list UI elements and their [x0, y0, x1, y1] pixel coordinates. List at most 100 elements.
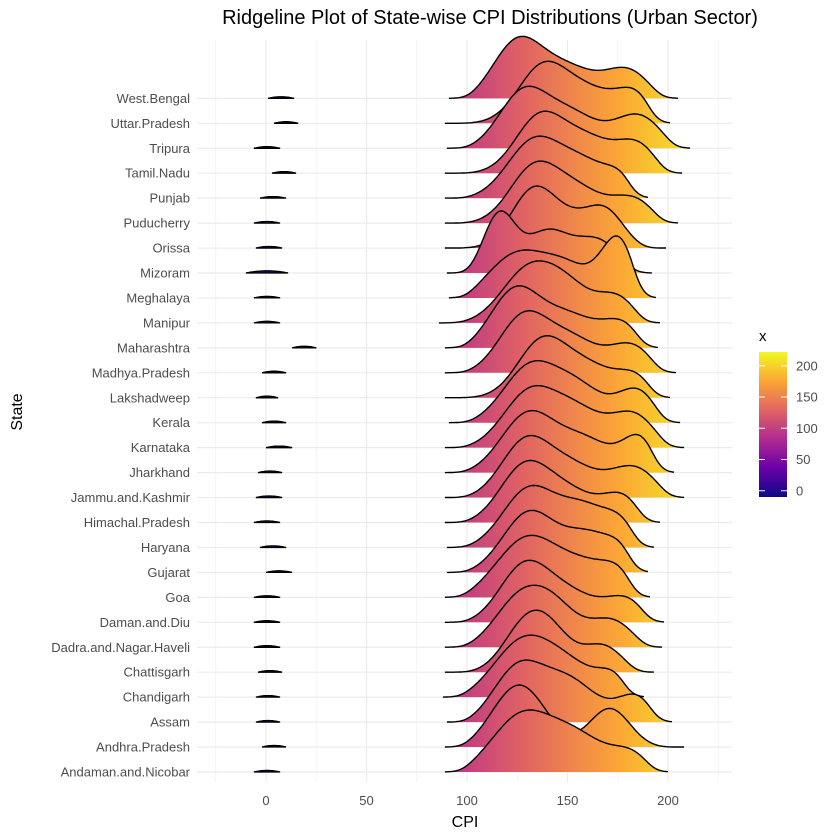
- ridge-Tamil.Nadu: [271, 110, 683, 174]
- y-tick-label: Puducherry: [124, 216, 191, 231]
- y-tick-label: Andaman.and.Nicobar: [61, 765, 191, 780]
- y-tick-label: Kerala: [152, 415, 190, 430]
- legend-colorbar: [759, 352, 787, 497]
- y-tick-label: Maharashtra: [117, 340, 191, 355]
- chart-title: Ridgeline Plot of State-wise CPI Distrib…: [222, 7, 758, 29]
- outlier-outline: [255, 694, 281, 698]
- ridge-outline: [444, 135, 649, 199]
- ridge-fill: [444, 535, 650, 598]
- ridge-fill: [444, 161, 678, 224]
- y-tick-label: Dadra.and.Nagar.Haveli: [51, 640, 190, 655]
- ridge-Andaman.and.Nicobar: [253, 709, 669, 773]
- legend-tick-label: 50: [796, 452, 810, 467]
- outlier-outline: [245, 270, 289, 274]
- outlier-outline: [257, 470, 283, 474]
- y-tick-label: Mizoram: [140, 266, 190, 281]
- ridge-Daman.and.Diu: [253, 559, 665, 623]
- ridge-outline: [438, 260, 660, 324]
- y-axis-tick-labels: Andaman.and.Nicobar Andhra.Pradesh Assam Ch…: [51, 91, 191, 780]
- outlier-outline: [259, 195, 287, 199]
- y-tick-label: Himachal.Pradesh: [84, 515, 190, 530]
- ridge-outline: [444, 335, 671, 399]
- y-tick-label: Assam: [150, 715, 190, 730]
- outlier-outline: [253, 220, 281, 224]
- y-tick-label: Goa: [165, 590, 190, 605]
- y-tick-label: Chattisgarh: [124, 665, 190, 680]
- ridge-outline: [444, 559, 665, 623]
- x-tick-label: 150: [557, 793, 579, 808]
- y-tick-label: Andhra.Pradesh: [96, 740, 190, 755]
- ridge-Haryana: [259, 484, 654, 549]
- y-tick-label: Jharkhand: [129, 465, 190, 480]
- outlier-outline: [291, 345, 317, 349]
- ridge-Maharashtra: [291, 285, 658, 349]
- ridge-outline: [448, 35, 678, 99]
- ridge-fill: [444, 410, 674, 473]
- ridge-outline: [448, 360, 681, 424]
- outlier-outline: [259, 545, 287, 549]
- ridge-outline: [446, 484, 654, 549]
- ridge-Jharkhand: [257, 409, 675, 474]
- ridge-outline: [444, 110, 683, 174]
- y-tick-label: Chandigarh: [123, 690, 190, 705]
- outlier-outline: [261, 744, 287, 748]
- outlier-outline: [271, 170, 297, 174]
- color-legend: x 0 50 100 150 200: [759, 328, 818, 498]
- outlier-outline: [253, 620, 281, 623]
- x-axis-tick-labels: 0 50 100 150 200: [262, 793, 678, 808]
- y-tick-label: Tamil.Nadu: [125, 166, 190, 181]
- y-tick-label: Haryana: [141, 540, 191, 555]
- y-tick-label: Lakshadweep: [110, 390, 190, 405]
- y-tick-label: Uttar.Pradesh: [111, 116, 191, 131]
- legend-tick-label: 0: [796, 483, 803, 498]
- ridge-fill: [444, 111, 683, 174]
- x-tick-label: 200: [657, 793, 679, 808]
- ridge-Uttar.Pradesh: [273, 60, 671, 124]
- ridge-fill: [448, 360, 681, 423]
- outlier-outline: [273, 121, 299, 124]
- y-tick-label: Madhya.Pradesh: [92, 365, 190, 380]
- outlier-outline: [253, 644, 281, 648]
- ridge-outline: [448, 235, 657, 299]
- outlier-outline: [253, 146, 281, 149]
- ridge-outline: [446, 659, 673, 723]
- ridge-Puducherry: [253, 160, 679, 224]
- ridge-outline: [444, 160, 679, 224]
- outlier-outline: [261, 370, 287, 374]
- outlier-outline: [253, 595, 281, 599]
- y-tick-label: Orissa: [152, 241, 190, 256]
- ridge-outline: [444, 709, 669, 773]
- y-tick-label: Daman.and.Diu: [100, 615, 190, 630]
- ridge-Dadra.and.Nagar.Haveli: [253, 584, 662, 648]
- y-tick-label: Karnataka: [131, 440, 191, 455]
- y-tick-label: Gujarat: [147, 565, 190, 580]
- outlier-outline: [255, 719, 281, 723]
- ridge-fill: [446, 485, 654, 548]
- ridge-outline: [444, 584, 662, 648]
- outlier-outline: [253, 320, 281, 324]
- ridge-outline: [446, 85, 691, 149]
- outlier-outline: [267, 96, 295, 100]
- ridge-outline: [446, 509, 649, 574]
- y-axis-title: State: [9, 393, 26, 430]
- outlier-outline: [253, 520, 281, 524]
- legend-tick-label: 150: [796, 390, 818, 405]
- outlier-outline: [261, 420, 287, 424]
- x-tick-label: 50: [359, 793, 373, 808]
- ridge-outline: [444, 385, 685, 449]
- y-tick-label: Punjab: [150, 191, 190, 206]
- legend-tick-label: 200: [796, 358, 818, 373]
- ridge-outline: [444, 310, 677, 374]
- ridge-outline: [444, 609, 654, 673]
- legend-ticks: 0 50 100 150 200: [759, 358, 818, 498]
- ridge-outline: [444, 285, 658, 349]
- ridge-fill: [444, 585, 662, 648]
- y-tick-label: Manipur: [143, 315, 191, 330]
- y-tick-label: West.Bengal: [117, 91, 191, 106]
- outlier-outline: [265, 445, 293, 449]
- outlier-outline: [255, 495, 283, 499]
- ridge-fill: [444, 61, 670, 124]
- ridge-Goa: [253, 534, 651, 599]
- x-tick-label: 100: [456, 793, 478, 808]
